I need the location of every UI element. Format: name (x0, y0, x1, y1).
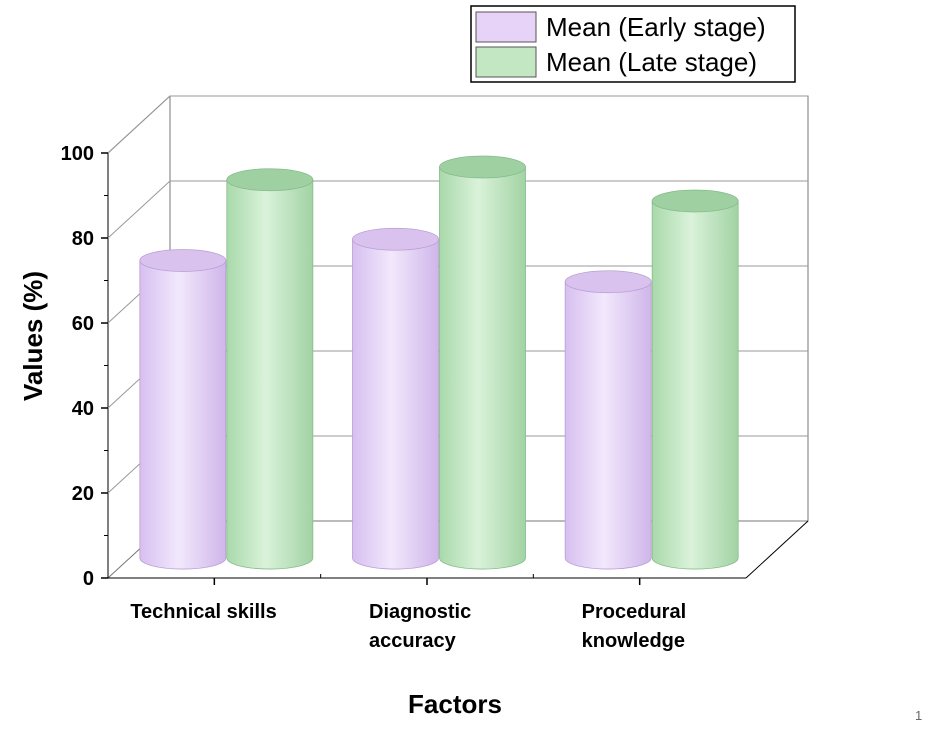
y-tick-label: 100 (61, 143, 94, 165)
depth-edge-bottom-right (745, 520, 809, 579)
bar-top (352, 227, 439, 251)
bar-top (226, 168, 314, 192)
bar-body (352, 238, 439, 570)
bar-late-0 (226, 168, 314, 570)
page-number: 1 (915, 708, 922, 723)
gridline-side (107, 180, 171, 239)
y-tick-labels: 0 20 40 60 80 100 (61, 143, 108, 590)
bar-top (651, 189, 739, 213)
legend-swatch (475, 46, 537, 78)
y-tick-label: 0 (83, 568, 94, 590)
y-tick-label: 40 (72, 398, 94, 420)
bar-body (439, 166, 526, 570)
x-axis-title: Factors (408, 689, 502, 719)
y-tick-label: 80 (72, 228, 94, 250)
bar-top (564, 270, 652, 294)
x-category-label: Technical skills (130, 601, 276, 623)
bar-late-2 (651, 189, 739, 570)
bar-late-1 (439, 155, 526, 570)
y-tick-label: 60 (72, 313, 94, 335)
bar-body (564, 281, 652, 570)
x-category-labels: Technical skills Diagnostic accuracy Proced… (130, 574, 686, 652)
legend-label: Mean (Early stage) (546, 12, 766, 42)
bar-early-1 (352, 227, 439, 570)
y-tick-label: 20 (72, 483, 94, 505)
x-category-label: Procedural knowledge (582, 601, 686, 652)
bar-early-2 (564, 270, 652, 570)
gridline-side (107, 95, 171, 154)
legend-label: Mean (Late stage) (546, 47, 757, 77)
y-axis-title: Values (%) (18, 271, 48, 401)
bar-body (651, 200, 739, 570)
bars (139, 155, 739, 570)
legend: Mean (Early stage) Mean (Late stage) (470, 5, 796, 83)
bar-top (139, 249, 227, 272)
legend-swatch (475, 11, 537, 43)
bar-early-0 (139, 249, 227, 570)
bar-body (226, 179, 314, 570)
bar-body (139, 260, 227, 570)
bar-top (439, 155, 526, 179)
x-category-label: Diagnostic accuracy (369, 601, 471, 652)
